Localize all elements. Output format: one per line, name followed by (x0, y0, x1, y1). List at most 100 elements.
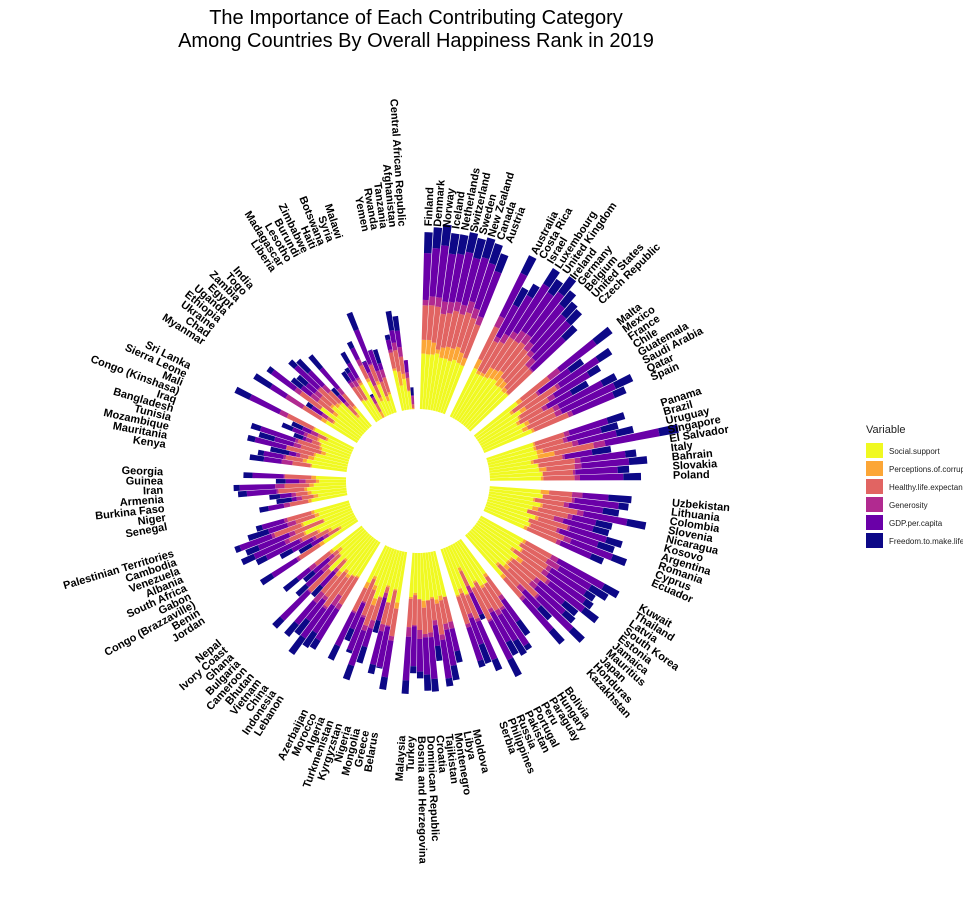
segment-social-support (319, 479, 347, 483)
segment-healthy-life-expectancy (533, 454, 563, 464)
segment-healthy-life-expectancy (306, 433, 319, 442)
bar-tajikistan (425, 552, 443, 662)
segment-perceptions-of-corruption (309, 483, 314, 487)
segment-social-support (332, 405, 365, 435)
segment-gdp-per-capita (499, 272, 528, 319)
segment-gdp-per-capita (402, 636, 412, 681)
segment-social-support (422, 552, 430, 601)
bar-cameroon (310, 533, 371, 598)
segment-generosity (310, 393, 321, 403)
segment-generosity (528, 367, 534, 373)
label-slovakia: Slovakia (672, 458, 718, 473)
segment-freedom-to-make-life-choices (296, 374, 309, 387)
segment-social-support (487, 446, 535, 463)
segment-freedom-to-make-life-choices (302, 630, 318, 649)
segment-perceptions-of-corruption (352, 405, 357, 410)
segment-gdp-per-capita (535, 595, 574, 632)
segment-social-support (311, 492, 348, 503)
segment-freedom-to-make-life-choices (580, 606, 599, 624)
segment-freedom-to-make-life-choices (356, 645, 368, 664)
segment-generosity (519, 594, 526, 602)
bar-liberia (341, 370, 379, 423)
label-georgia: Georgia (121, 465, 164, 478)
segment-gdp-per-capita (495, 304, 519, 339)
segment-freedom-to-make-life-choices (291, 421, 304, 431)
bar-iran (233, 482, 347, 492)
bar-mauritania (257, 449, 348, 470)
chart-title-line-2: Among Countries By Overall Happiness Ran… (178, 30, 654, 52)
segment-healthy-life-expectancy (537, 516, 569, 531)
segment-freedom-to-make-life-choices (247, 528, 270, 542)
segment-generosity (593, 440, 606, 449)
segment-social-support (386, 549, 400, 586)
bar-gabon (255, 512, 355, 566)
segment-generosity (352, 379, 360, 388)
segment-healthy-life-expectancy (412, 594, 418, 626)
segment-social-support (420, 552, 426, 601)
segment-social-support (313, 456, 348, 467)
segment-gdp-per-capita (312, 603, 336, 634)
segment-gdp-per-capita (581, 458, 630, 469)
segment-healthy-life-expectancy (417, 599, 423, 631)
segment-gdp-per-capita (455, 251, 474, 303)
segment-gdp-per-capita (305, 569, 325, 588)
bar-armenia (237, 485, 347, 498)
segment-generosity (520, 333, 532, 346)
segment-freedom-to-make-life-choices (298, 543, 313, 555)
bar-sri-lanka (234, 386, 355, 450)
segment-freedom-to-make-life-choices (628, 456, 648, 466)
segment-healthy-life-expectancy (300, 444, 322, 455)
segment-perceptions-of-corruption (378, 396, 384, 402)
segment-healthy-life-expectancy (471, 586, 492, 621)
segment-perceptions-of-corruption (494, 377, 505, 387)
segment-generosity (563, 502, 570, 508)
segment-gdp-per-capita (370, 630, 384, 666)
bar-paraguay (454, 541, 527, 656)
segment-social-support (479, 422, 518, 447)
segment-freedom-to-make-life-choices (282, 576, 300, 592)
segment-perceptions-of-corruption (386, 584, 391, 588)
bar-bosnia-and-herzegovina (416, 552, 424, 679)
segment-social-support (454, 541, 484, 587)
segment-healthy-life-expectancy (481, 586, 499, 611)
segment-social-support (340, 517, 357, 529)
segment-freedom-to-make-life-choices (507, 657, 522, 678)
segment-freedom-to-make-life-choices (346, 311, 359, 332)
segment-generosity (375, 370, 384, 383)
segment-healthy-life-expectancy (484, 575, 502, 597)
segment-generosity (571, 491, 583, 499)
segment-healthy-life-expectancy (302, 405, 323, 421)
segment-social-support (392, 370, 405, 411)
segment-freedom-to-make-life-choices (294, 617, 311, 636)
label-kenya: Kenya (132, 434, 167, 451)
segment-social-support (374, 547, 393, 587)
bar-thailand (478, 517, 609, 601)
segment-generosity (555, 538, 562, 546)
segment-perceptions-of-corruption (314, 512, 320, 518)
segment-freedom-to-make-life-choices (596, 541, 615, 554)
segment-healthy-life-expectancy (542, 494, 573, 503)
segment-gdp-per-capita (349, 602, 366, 630)
segment-gdp-per-capita (436, 245, 449, 298)
bar-argentina (486, 501, 623, 549)
segment-gdp-per-capita (312, 557, 331, 574)
segment-generosity (283, 474, 285, 479)
segment-freedom-to-make-life-choices (344, 627, 355, 642)
legend-label: Perceptions.of.corruption (889, 465, 963, 474)
segment-social-support (488, 493, 541, 508)
segment-gdp-per-capita (389, 329, 397, 344)
segment-freedom-to-make-life-choices (612, 386, 627, 399)
segment-gdp-per-capita (557, 565, 592, 591)
bar-malaysia (401, 552, 415, 694)
segment-healthy-life-expectancy (317, 433, 327, 441)
segment-social-support (483, 508, 525, 529)
segment-healthy-life-expectancy (351, 386, 364, 401)
segment-freedom-to-make-life-choices (548, 627, 565, 645)
segment-gdp-per-capita (432, 624, 441, 647)
bar-el-salvador (488, 445, 612, 471)
segment-generosity (385, 624, 391, 627)
segment-generosity (563, 430, 570, 438)
bar-mongolia (367, 550, 403, 675)
segment-gdp-per-capita (410, 395, 414, 397)
segment-perceptions-of-corruption (517, 415, 521, 421)
